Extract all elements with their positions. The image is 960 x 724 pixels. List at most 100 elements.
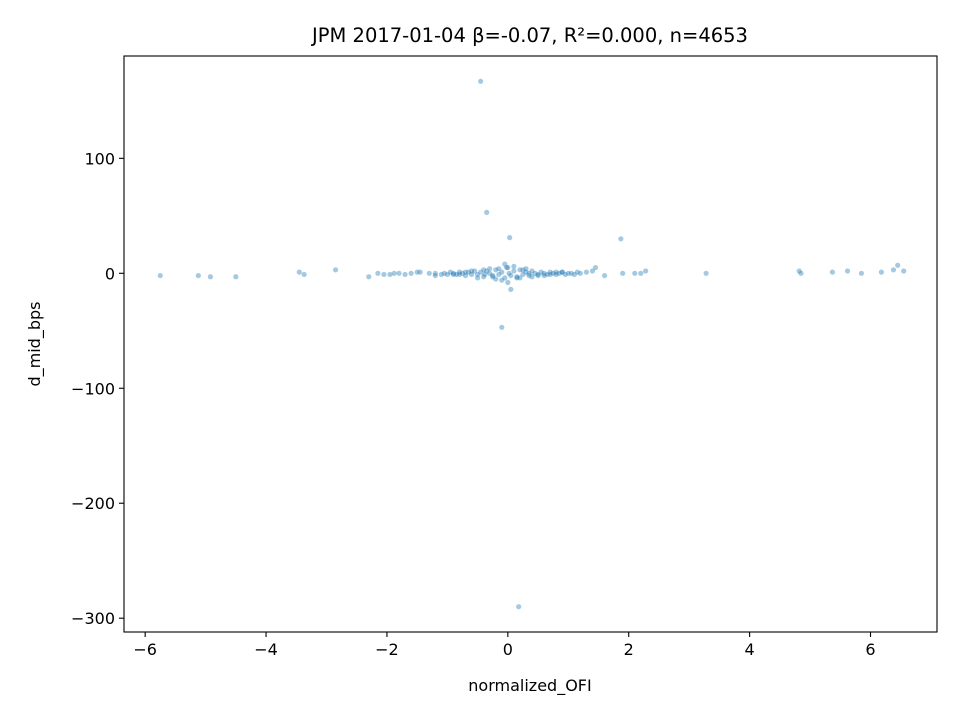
- data-point: [481, 274, 487, 280]
- x-tick-label: −6: [133, 640, 157, 659]
- data-point: [506, 270, 512, 276]
- data-point: [157, 272, 163, 279]
- data-point: [523, 269, 529, 275]
- y-tick-label: 100: [84, 149, 115, 168]
- data-point: [514, 274, 520, 280]
- data-point: [643, 268, 649, 274]
- data-point: [541, 272, 547, 279]
- data-point: [901, 268, 907, 274]
- data-point: [462, 272, 469, 279]
- data-point: [402, 271, 408, 278]
- data-point: [589, 268, 596, 274]
- y-tick-label: 0: [105, 264, 115, 283]
- data-point: [366, 274, 372, 280]
- data-point: [559, 269, 565, 275]
- data-point: [550, 270, 556, 276]
- data-point: [511, 268, 517, 274]
- data-point: [620, 270, 626, 276]
- data-point: [444, 271, 450, 278]
- data-point: [583, 269, 590, 275]
- data-points: [157, 78, 907, 610]
- data-point: [516, 604, 522, 610]
- data-point: [381, 271, 387, 278]
- data-point: [499, 277, 505, 283]
- data-point: [417, 269, 423, 275]
- data-point: [574, 269, 580, 275]
- data-point: [505, 279, 511, 286]
- data-point: [456, 271, 463, 278]
- y-tick-label: −300: [71, 609, 115, 628]
- data-point: [482, 271, 488, 278]
- data-point: [796, 268, 802, 274]
- data-point: [426, 270, 432, 276]
- data-point: [520, 271, 526, 278]
- data-point: [475, 275, 481, 281]
- data-point: [571, 271, 577, 278]
- data-point: [490, 272, 496, 279]
- data-point: [568, 270, 574, 276]
- data-point: [520, 267, 526, 273]
- data-point: [502, 275, 508, 281]
- x-axis-label: normalized_OFI: [468, 676, 591, 696]
- data-point: [523, 266, 529, 272]
- data-point: [895, 262, 901, 268]
- data-point: [487, 266, 493, 272]
- data-point: [553, 271, 559, 278]
- data-point: [798, 270, 804, 276]
- data-point: [414, 269, 420, 275]
- data-point: [332, 267, 339, 273]
- data-point: [547, 271, 553, 278]
- data-point: [296, 269, 302, 275]
- y-tick-label: −200: [71, 494, 115, 513]
- data-point: [601, 272, 608, 279]
- data-point: [844, 268, 851, 274]
- data-point: [526, 272, 532, 279]
- data-point: [478, 78, 484, 84]
- data-point: [471, 268, 478, 274]
- data-point: [447, 269, 454, 275]
- data-point: [703, 270, 709, 276]
- data-point: [456, 269, 463, 275]
- data-point: [484, 209, 490, 215]
- data-point: [468, 268, 475, 274]
- data-point: [391, 270, 397, 276]
- y-axis-label: d_mid_bps: [25, 302, 45, 387]
- data-point: [499, 324, 505, 330]
- data-point: [504, 264, 510, 271]
- y-tick-label: −100: [71, 379, 115, 398]
- data-point: [890, 267, 897, 273]
- data-point: [408, 270, 414, 276]
- x-tick-label: 4: [745, 640, 755, 659]
- data-point: [496, 271, 502, 278]
- data-point: [301, 271, 307, 278]
- data-point: [829, 269, 836, 275]
- data-point: [493, 276, 499, 282]
- data-point: [517, 267, 523, 273]
- x-axis-ticks: −6 −4 −2 0 2 4 6: [133, 632, 876, 659]
- x-tick-label: 6: [865, 640, 875, 659]
- data-point: [577, 270, 583, 276]
- data-point: [459, 270, 466, 276]
- data-point: [618, 236, 624, 242]
- data-point: [535, 271, 541, 278]
- data-point: [544, 271, 550, 278]
- data-point: [450, 270, 457, 276]
- data-point: [375, 270, 381, 276]
- data-point: [481, 267, 487, 273]
- data-point: [565, 270, 571, 276]
- data-point: [499, 269, 505, 275]
- data-point: [638, 270, 644, 276]
- y-axis-ticks: −300 −200 −100 0 100: [71, 149, 124, 628]
- data-point: [553, 269, 559, 275]
- data-point: [450, 271, 457, 278]
- data-point: [468, 271, 475, 278]
- x-tick-label: −2: [375, 640, 399, 659]
- data-point: [878, 269, 884, 275]
- x-tick-label: 0: [503, 640, 513, 659]
- data-point: [592, 264, 599, 271]
- data-point: [508, 272, 514, 279]
- data-point: [511, 263, 517, 269]
- data-point: [475, 271, 481, 278]
- data-point: [233, 274, 239, 280]
